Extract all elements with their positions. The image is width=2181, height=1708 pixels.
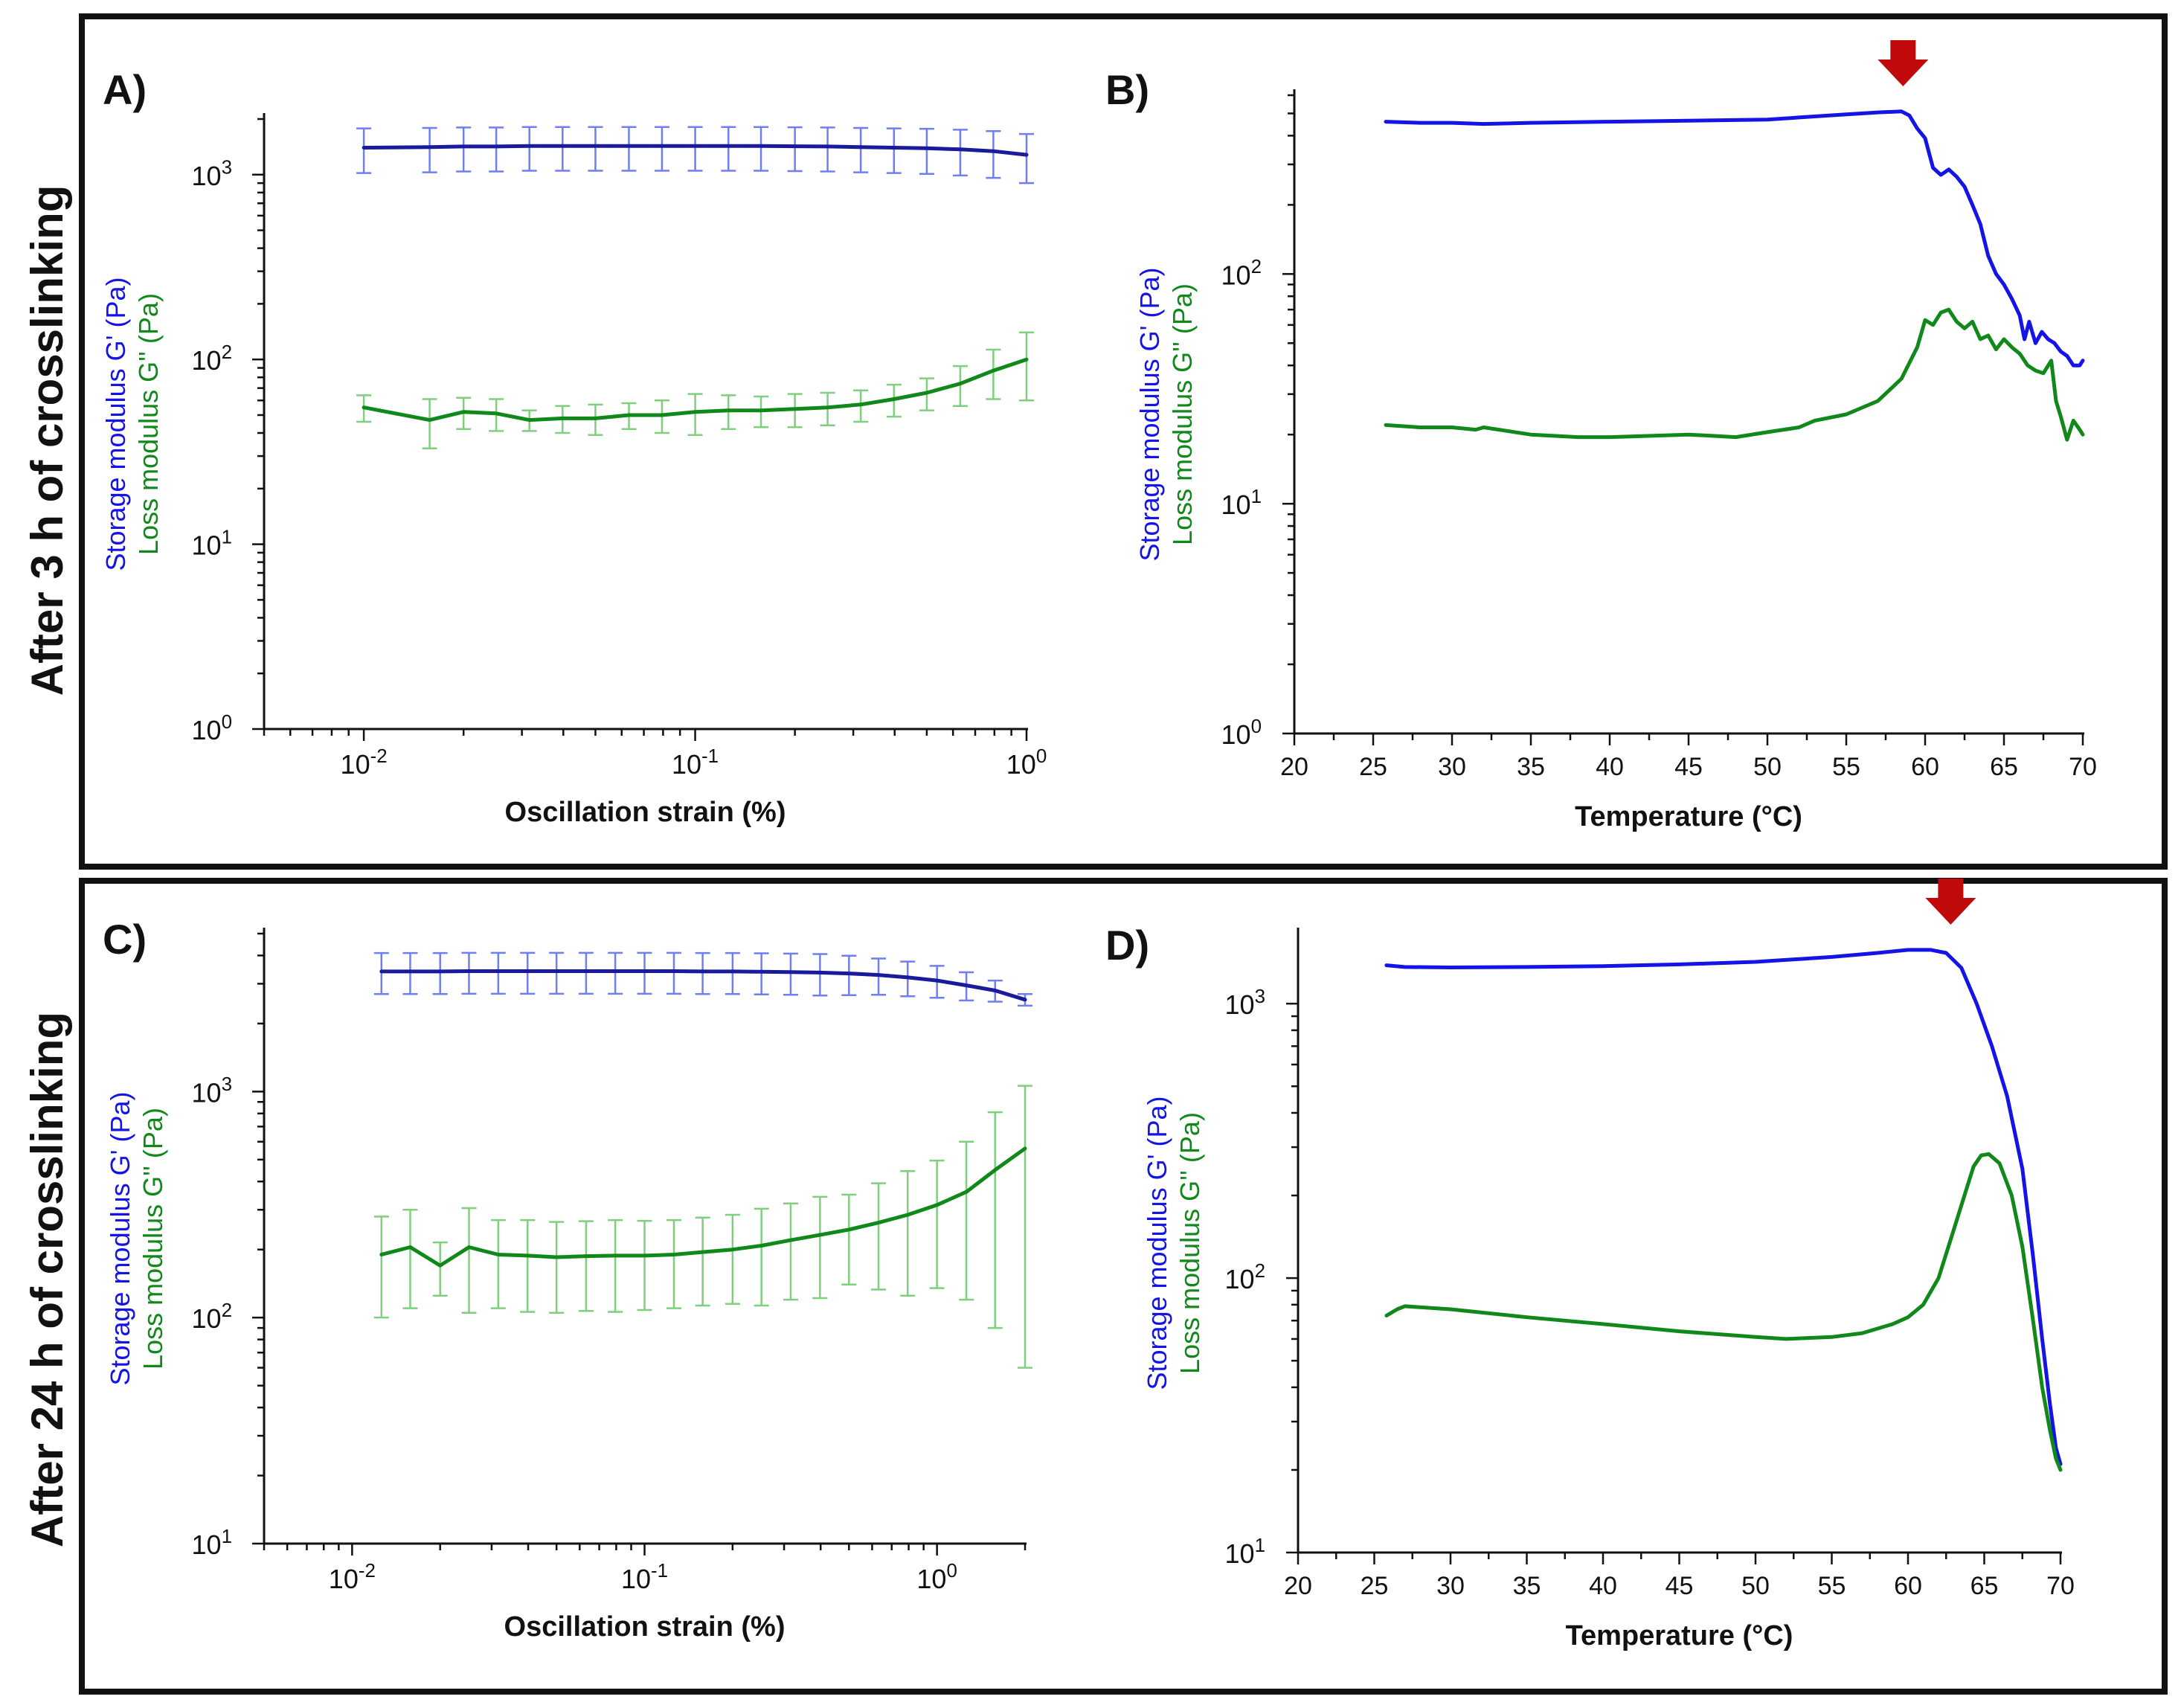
row-label-3h: After 3 h of crosslinking xyxy=(22,185,72,696)
x-tick-label: 70 xyxy=(2069,753,2097,781)
x-tick-label: 20 xyxy=(1284,1572,1312,1600)
series-line-loss xyxy=(362,357,1029,423)
y-tick-label: 103 xyxy=(1225,986,1265,1020)
x-tick-label: 100 xyxy=(1006,746,1047,780)
x-tick-label: 60 xyxy=(1894,1572,1922,1600)
row-frame-3h xyxy=(79,13,2168,870)
x-tick-label: 10-2 xyxy=(341,746,388,780)
y-tick-label: 102 xyxy=(192,342,232,376)
panel-label-c: C) xyxy=(103,916,147,963)
x-tick-label: 50 xyxy=(1753,753,1782,781)
y-tick-label: 101 xyxy=(192,1526,232,1560)
x-tick-label: 60 xyxy=(1911,753,1939,781)
x-tick-label: 50 xyxy=(1741,1572,1770,1600)
x-tick-label: 10-2 xyxy=(329,1561,376,1594)
x-tick-label: 40 xyxy=(1589,1572,1617,1600)
x-tick-label: 25 xyxy=(1359,753,1387,781)
transition-arrow-icon xyxy=(1925,879,1976,925)
x-tick-label: 65 xyxy=(1990,753,2018,781)
series-line-storage xyxy=(1384,948,2063,1466)
x-tick-label: 35 xyxy=(1513,1572,1541,1600)
y-tick-label: 102 xyxy=(192,1300,232,1334)
x-tick-label: 10-1 xyxy=(672,746,719,780)
x-tick-label: 30 xyxy=(1436,1572,1465,1600)
y-axis-title-storage: Storage modulus G' (Pa) xyxy=(100,277,131,571)
panel-label-a: A) xyxy=(103,66,147,113)
y-tick-label: 102 xyxy=(1225,1261,1265,1294)
y-axis-title-loss: Loss modulus G'' (Pa) xyxy=(1175,1112,1205,1374)
y-tick-label: 101 xyxy=(1221,487,1262,520)
series-line-loss xyxy=(1384,307,2085,442)
x-tick-label: 35 xyxy=(1517,753,1545,781)
chart-panel-c: C) 10-2 10-1 100 101 102 103 Oscillation strain… xyxy=(103,916,1032,1643)
x-tick-label: 55 xyxy=(1818,1572,1846,1600)
row-label-24h: After 24 h of crosslinking xyxy=(22,1012,72,1547)
series-line-loss xyxy=(1384,1152,2063,1472)
x-tick-label: 100 xyxy=(916,1561,957,1594)
y-axis-title-loss: Loss modulus G'' (Pa) xyxy=(1167,283,1198,545)
y-tick-label: 101 xyxy=(1225,1535,1265,1569)
x-tick-label: 70 xyxy=(2046,1572,2075,1600)
series-line-loss xyxy=(379,1146,1027,1268)
x-axis-title: Oscillation strain (%) xyxy=(505,797,786,828)
y-axis-title-storage: Storage modulus G' (Pa) xyxy=(1142,1096,1172,1390)
x-tick-label: 10-1 xyxy=(621,1561,668,1594)
x-tick-label: 45 xyxy=(1666,1572,1694,1600)
chart-panel-b: B) 20 25 30 35 40 45 50 55 60 65 70 100 101 102 Tempera… xyxy=(1105,40,2097,832)
series-line-storage xyxy=(362,144,1029,157)
panel-label-d: D) xyxy=(1105,922,1149,969)
row-frame-24h xyxy=(79,878,2168,1695)
x-tick-label: 20 xyxy=(1280,753,1308,781)
y-tick-label: 102 xyxy=(1221,257,1262,290)
chart-panel-d: D) 20 25 30 35 40 45 50 55 60 65 70 101 102 103 Tempera… xyxy=(1105,879,2075,1651)
y-axis-title-storage: Storage modulus G' (Pa) xyxy=(1134,267,1165,561)
x-axis-title: Temperature (°C) xyxy=(1566,1620,1793,1651)
y-tick-label: 100 xyxy=(1221,716,1262,750)
transition-arrow-icon xyxy=(1878,40,1929,86)
y-tick-label: 100 xyxy=(192,712,232,745)
x-tick-label: 40 xyxy=(1596,753,1624,781)
chart-panel-a: A) 10-2 10-1 100 100 101 102 103 Oscillation str… xyxy=(100,66,1047,828)
x-tick-label: 55 xyxy=(1832,753,1860,781)
y-axis-title-storage: Storage modulus G' (Pa) xyxy=(105,1091,135,1385)
y-axis-title-loss: Loss modulus G'' (Pa) xyxy=(138,1108,168,1370)
x-tick-label: 25 xyxy=(1361,1572,1389,1600)
x-axis-title: Oscillation strain (%) xyxy=(504,1611,786,1643)
x-tick-label: 30 xyxy=(1438,753,1466,781)
series-line-storage xyxy=(379,969,1027,1002)
panel-label-b: B) xyxy=(1105,66,1149,113)
x-tick-label: 45 xyxy=(1674,753,1703,781)
x-tick-label: 65 xyxy=(1970,1572,1999,1600)
series-line-storage xyxy=(1384,109,2085,367)
y-axis-title-loss: Loss modulus G'' (Pa) xyxy=(133,293,164,555)
y-tick-label: 101 xyxy=(192,527,232,560)
y-tick-label: 103 xyxy=(192,158,232,191)
x-axis-title: Temperature (°C) xyxy=(1575,801,1802,832)
y-tick-label: 103 xyxy=(192,1074,232,1108)
